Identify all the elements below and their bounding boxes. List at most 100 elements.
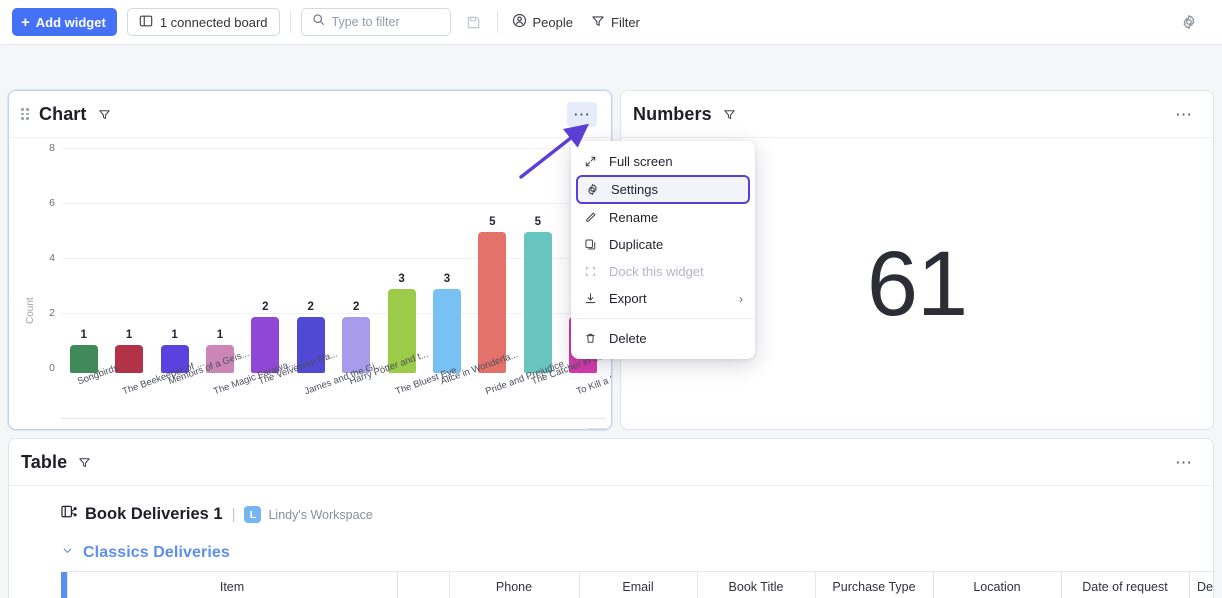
- chart-filter-icon[interactable]: [98, 108, 111, 121]
- menu-item-rename[interactable]: Rename: [571, 204, 755, 231]
- menu-item-settings-label: Settings: [611, 182, 658, 197]
- filter-button[interactable]: Filter: [587, 14, 644, 31]
- menu-item-duplicate[interactable]: Duplicate: [571, 231, 755, 258]
- chart-bar-rect-5[interactable]: [296, 316, 325, 373]
- add-widget-button[interactable]: + Add widget: [12, 8, 117, 36]
- column-header-phone[interactable]: Phone: [448, 571, 580, 598]
- menu-item-dock-this-widget: Dock this widget: [571, 258, 755, 285]
- chart-bar-rect-6[interactable]: [342, 316, 371, 373]
- people-button[interactable]: People: [508, 13, 577, 31]
- chart-bar-8[interactable]: 3: [432, 273, 462, 373]
- search-input[interactable]: [331, 15, 440, 29]
- y-tick-2: 2: [49, 307, 55, 319]
- menu-item-dock-label: Dock this widget: [609, 264, 704, 279]
- chart-bar-rect-7[interactable]: [387, 288, 416, 373]
- toolbar-divider-1: [289, 11, 291, 33]
- column-header-location[interactable]: Location: [932, 571, 1062, 598]
- table-header-row: Item Phone Email Book Title Purchase Typ…: [61, 571, 1213, 598]
- column-header-email[interactable]: Email: [578, 571, 698, 598]
- table-widget-menu-button[interactable]: ⋯: [1175, 452, 1193, 472]
- numbers-filter-icon[interactable]: [723, 108, 736, 121]
- gear-icon: [585, 183, 600, 196]
- chart-widget-menu-button[interactable]: ⋯: [567, 101, 597, 127]
- column-header-book-title[interactable]: Book Title: [696, 571, 816, 598]
- workspace-avatar: L: [244, 506, 262, 523]
- chart-bar-7[interactable]: 3: [387, 273, 417, 373]
- group-name: Classics Deliveries: [83, 544, 230, 561]
- resize-guide-horizontal: [587, 428, 611, 429]
- gridline-6: [61, 203, 606, 204]
- chart-bar-value-4: 2: [262, 300, 269, 313]
- chevron-down-icon[interactable]: [61, 544, 74, 562]
- column-header-blank[interactable]: [396, 571, 450, 598]
- filter-label: Filter: [611, 14, 640, 30]
- board-icon: [139, 14, 153, 31]
- chart-widget-header: Chart ⋯: [9, 91, 611, 138]
- chart-bar-0[interactable]: 1: [69, 329, 99, 373]
- chart-widget[interactable]: Chart ⋯ Count 8 6 4 2 0 111122233552 Son…: [8, 90, 612, 430]
- person-icon: [512, 13, 527, 31]
- chart-bar-rect-4[interactable]: [251, 316, 280, 373]
- table-widget[interactable]: Table ⋯ Book Deliveries 1 | L Lindy's Wo…: [8, 438, 1214, 598]
- save-icon[interactable]: [461, 9, 487, 35]
- menu-item-full-screen[interactable]: Full screen: [571, 148, 755, 175]
- board-icon-small: [61, 504, 78, 525]
- widget-context-menu[interactable]: Full screen Settings Rename Duplicate Do: [571, 141, 755, 359]
- menu-item-delete-label: Delete: [609, 331, 647, 346]
- chart-bar-2[interactable]: 1: [160, 329, 190, 373]
- chart-bar-10[interactable]: 5: [523, 216, 553, 373]
- drag-handle-icon[interactable]: [21, 108, 29, 120]
- board-name[interactable]: Book Deliveries 1: [85, 505, 223, 523]
- plus-icon: +: [21, 13, 30, 31]
- group-color-bar: [61, 571, 67, 598]
- board-canvas: Chart ⋯ Count 8 6 4 2 0 111122233552 Son…: [0, 45, 1222, 598]
- dock-icon: [583, 265, 598, 278]
- column-header-purchase-type[interactable]: Purchase Type: [814, 571, 934, 598]
- numbers-widget-menu-button[interactable]: ⋯: [1175, 104, 1193, 124]
- chart-bar-value-9: 5: [489, 216, 496, 229]
- menu-item-rename-label: Rename: [609, 210, 659, 225]
- y-tick-8: 8: [49, 142, 55, 154]
- chart-bar-rect-9[interactable]: [478, 232, 507, 373]
- chart-bar-rect-3[interactable]: [205, 344, 234, 373]
- search-icon: [312, 13, 325, 31]
- chart-bar-value-3: 1: [216, 328, 224, 341]
- chart-bar-value-5: 2: [307, 300, 314, 313]
- table-filter-icon[interactable]: [78, 456, 91, 469]
- chart-bar-5[interactable]: 2: [296, 301, 326, 373]
- chart-bar-value-10: 5: [534, 216, 541, 229]
- gear-icon[interactable]: [1176, 9, 1202, 35]
- chart-bars: 111122233552: [61, 148, 606, 373]
- column-header-date[interactable]: Date of request: [1060, 571, 1190, 598]
- chart-resize-handle[interactable]: [607, 424, 611, 429]
- y-tick-0: 0: [49, 362, 55, 374]
- resize-guide-vertical: [611, 404, 612, 430]
- column-header-de[interactable]: De: [1188, 571, 1213, 598]
- gridline-4: [61, 258, 606, 259]
- chart-bar-rect-10[interactable]: [523, 232, 552, 373]
- chart-bar-rect-1[interactable]: [115, 344, 144, 373]
- chart-plot-area: Count 8 6 4 2 0 111122233552 SongbirdsTh…: [9, 138, 612, 430]
- chart-bar-rect-0[interactable]: [69, 344, 98, 373]
- menu-item-export-label: Export: [609, 291, 647, 306]
- menu-item-duplicate-label: Duplicate: [609, 237, 664, 252]
- connected-board-button[interactable]: 1 connected board: [126, 8, 280, 36]
- menu-item-delete[interactable]: Delete: [571, 325, 755, 352]
- column-header-item[interactable]: Item: [66, 571, 398, 598]
- chart-bar-4[interactable]: 2: [250, 301, 280, 373]
- chart-bar-rect-2[interactable]: [160, 344, 189, 373]
- chart-bar-value-0: 1: [80, 328, 87, 341]
- chart-widget-title: Chart: [39, 103, 87, 124]
- chart-bar-9[interactable]: 5: [477, 216, 507, 373]
- menu-item-settings[interactable]: Settings: [576, 175, 750, 204]
- chart-bar-value-8: 3: [443, 272, 451, 285]
- data-table: Item Phone Email Book Title Purchase Typ…: [61, 571, 1213, 598]
- chart-bar-6[interactable]: 2: [341, 301, 371, 373]
- chart-bar-3[interactable]: 1: [205, 329, 235, 373]
- menu-item-export[interactable]: Export ›: [571, 285, 755, 312]
- group-header[interactable]: Classics Deliveries: [61, 544, 1213, 562]
- filter-search-box[interactable]: [300, 8, 451, 36]
- chart-bar-rect-8[interactable]: [432, 288, 461, 373]
- chart-bar-1[interactable]: 1: [114, 329, 144, 373]
